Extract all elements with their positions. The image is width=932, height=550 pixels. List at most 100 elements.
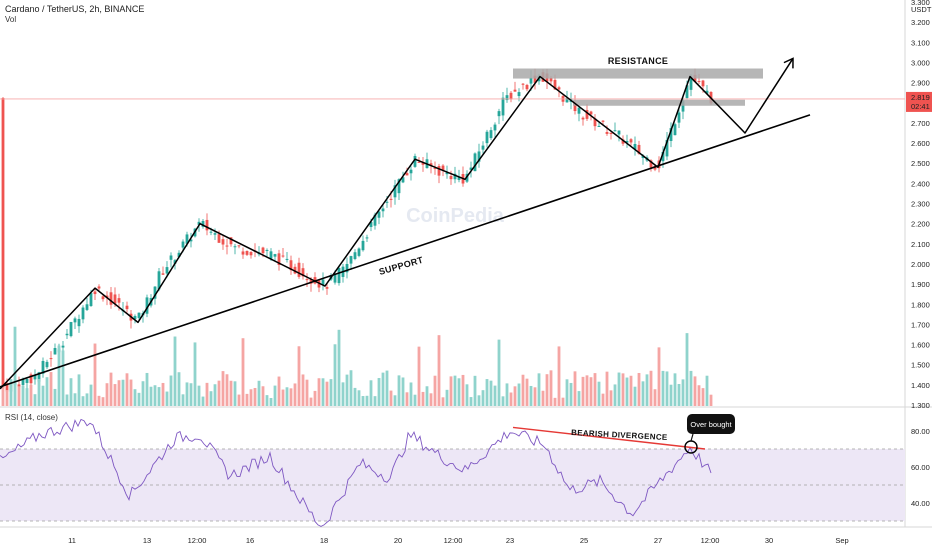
volume-bar <box>181 394 185 406</box>
volume-bar <box>5 390 9 406</box>
candle-body <box>457 176 461 180</box>
candle-body <box>405 173 409 176</box>
resistance-zone-lower <box>573 99 745 106</box>
volume-bar <box>549 370 553 406</box>
candle-body <box>101 296 105 300</box>
candle-body <box>33 375 37 380</box>
volume-bar <box>273 385 277 406</box>
volume-bar <box>593 373 597 406</box>
candle-body <box>417 161 421 163</box>
candle-body <box>261 247 265 254</box>
candle-body <box>1 97 5 388</box>
volume-bar <box>541 390 545 406</box>
volume-bar <box>665 371 669 406</box>
time-tick-label: 23 <box>506 536 514 545</box>
candle-body <box>397 179 401 194</box>
price-tick-label: 2.600 <box>911 139 930 148</box>
volume-bar <box>9 379 13 406</box>
volume-bar <box>609 390 613 406</box>
candle-body <box>449 175 453 180</box>
volume-bar <box>441 397 445 406</box>
candle-body <box>601 120 605 122</box>
candle-body <box>289 260 293 271</box>
volume-bar <box>361 396 365 406</box>
volume-bar <box>125 373 129 406</box>
price-tick-label: 1.800 <box>911 300 930 309</box>
rsi-tick-label: 80.00 <box>911 427 930 436</box>
candle-body <box>137 312 141 318</box>
volume-bar <box>601 393 605 406</box>
price-tick-label: 1.600 <box>911 341 930 350</box>
candle-body <box>281 255 285 257</box>
candle-body <box>209 231 213 233</box>
volume-bar <box>413 394 417 406</box>
volume-bar <box>509 392 513 406</box>
volume-bar <box>637 372 641 406</box>
volume-bar <box>501 396 505 406</box>
volume-bar <box>565 379 569 406</box>
volume-bar <box>461 374 465 406</box>
candle-body <box>409 169 413 174</box>
volume-bar <box>233 381 237 406</box>
candle-body <box>217 234 221 243</box>
volume-bar <box>669 384 673 406</box>
volume-bar <box>433 375 437 406</box>
candle-body <box>621 139 625 144</box>
volume-bar <box>625 377 629 406</box>
candle-body <box>477 151 481 162</box>
candle-body <box>161 273 165 275</box>
candle-body <box>485 131 489 144</box>
overbought-pointer <box>690 433 694 442</box>
volume-bar <box>297 346 301 406</box>
volume-bar <box>93 343 97 406</box>
time-tick-label: 13 <box>143 536 151 545</box>
volume-bar <box>161 382 165 406</box>
candle-body <box>593 118 597 127</box>
volume-bar <box>61 350 65 406</box>
candle-body <box>273 254 277 257</box>
volume-bar <box>533 387 537 406</box>
volume-bar <box>365 395 369 406</box>
candle-body <box>365 237 369 239</box>
volume-bar <box>165 391 169 406</box>
candle-body <box>553 79 557 90</box>
volume-bar <box>17 386 21 406</box>
volume-bar <box>281 389 285 406</box>
candle-body <box>61 345 65 348</box>
volume-bar <box>237 394 241 406</box>
volume-bar <box>77 374 81 406</box>
volume-bar <box>249 389 253 406</box>
pattern-line <box>0 58 794 390</box>
volume-bar <box>537 373 541 406</box>
volume-bar <box>633 386 637 406</box>
volume-bar <box>217 380 221 406</box>
candle-body <box>369 221 373 228</box>
price-tick-label: 3.000 <box>911 58 930 67</box>
candle-body <box>573 103 577 112</box>
volume-bar <box>569 382 573 406</box>
candle-body <box>637 144 641 154</box>
volume-bar <box>709 394 713 406</box>
candle-body <box>301 268 305 277</box>
candle-body <box>97 286 101 289</box>
candle-body <box>185 234 189 244</box>
candle-body <box>661 151 665 162</box>
candle-body <box>697 81 701 83</box>
candle-body <box>173 260 177 264</box>
overbought-callout <box>687 414 735 434</box>
volume-bar <box>241 338 245 406</box>
countdown-label: 02:41 <box>911 102 930 111</box>
volume-bar <box>261 386 265 406</box>
volume-bar <box>29 384 33 406</box>
candle-body <box>685 85 689 98</box>
volume-bar <box>201 396 205 406</box>
candle-body <box>293 266 297 274</box>
price-tick-label: 2.100 <box>911 240 930 249</box>
resistance-zone <box>513 68 763 79</box>
volume-bar <box>445 389 449 406</box>
time-tick-label: 20 <box>394 536 402 545</box>
volume-bar <box>605 371 609 406</box>
candle-body <box>17 384 21 387</box>
